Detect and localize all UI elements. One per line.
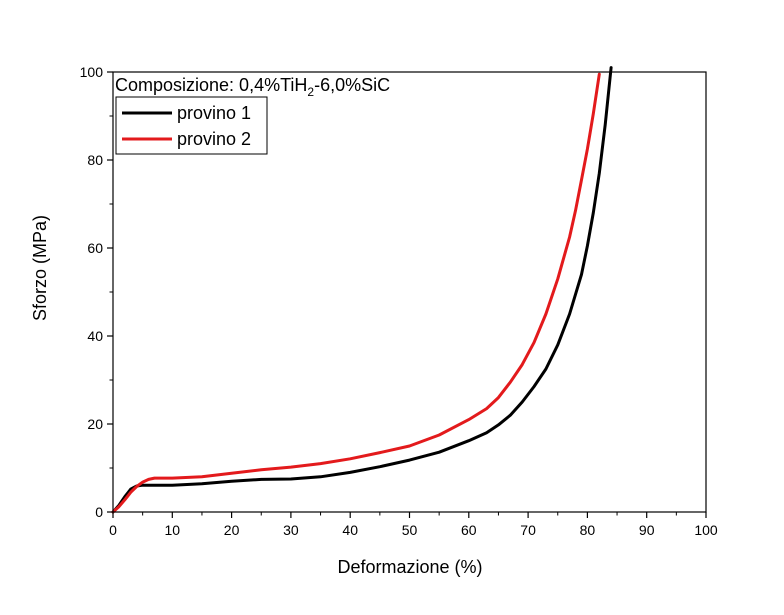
x-tick-label-70: 70 xyxy=(520,522,536,538)
y-tick-label-80: 80 xyxy=(87,152,103,168)
x-tick-label-30: 30 xyxy=(283,522,299,538)
x-tick-label-20: 20 xyxy=(224,522,240,538)
x-tick-label-40: 40 xyxy=(342,522,358,538)
y-axis-title: Sforzo (MPa) xyxy=(30,215,50,321)
composition-annotation: Composizione: 0,4%TiH2-6,0%SiC xyxy=(115,75,390,99)
x-axis-ticks: 0 10 20 30 40 50 60 70 80 90 100 xyxy=(109,512,718,538)
x-tick-label-0: 0 xyxy=(109,522,117,538)
x-tick-label-60: 60 xyxy=(461,522,477,538)
y-tick-label-20: 20 xyxy=(87,416,103,432)
annotation-subscript: 2 xyxy=(307,85,314,99)
series-line-provino-1 xyxy=(111,66,613,514)
x-tick-label-10: 10 xyxy=(165,522,181,538)
legend: provino 1 provino 2 xyxy=(115,96,268,155)
legend-box xyxy=(115,96,268,155)
x-tick-label-80: 80 xyxy=(580,522,596,538)
annotation-prefix: Composizione: 0,4%TiH xyxy=(115,75,307,95)
x-tick-label-90: 90 xyxy=(639,522,655,538)
x-tick-label-50: 50 xyxy=(402,522,418,538)
series-line-provino-2 xyxy=(111,72,601,514)
y-tick-label-100: 100 xyxy=(80,64,104,80)
annotation-suffix: -6,0%SiC xyxy=(314,75,390,95)
y-tick-label-60: 60 xyxy=(87,240,103,256)
series-layer xyxy=(111,66,613,514)
legend-label-provino-2: provino 2 xyxy=(177,129,251,149)
y-axis-ticks: 0 20 40 60 80 100 xyxy=(80,64,113,520)
legend-label-provino-1: provino 1 xyxy=(177,103,251,123)
x-axis-title: Deformazione (%) xyxy=(337,557,482,577)
y-tick-label-0: 0 xyxy=(95,504,103,520)
y-tick-label-40: 40 xyxy=(87,328,103,344)
x-tick-label-100: 100 xyxy=(694,522,718,538)
